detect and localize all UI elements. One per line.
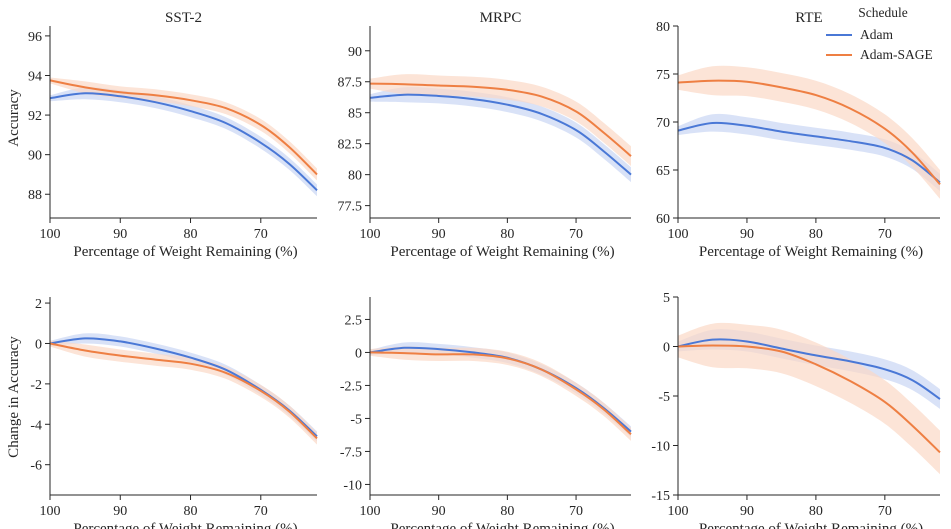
y-tick-label: 92 bbox=[28, 109, 42, 124]
panel-5: 100 90 80 70 -10 -7.5 -5 -2.5 0 2.5 Percentage of … bbox=[340, 297, 632, 529]
panel-title: MRPC bbox=[480, 10, 522, 26]
x-tick-label: 80 bbox=[184, 504, 198, 519]
legend-label-adam-sage: Adam-SAGE bbox=[860, 47, 933, 62]
panel-1: 100 90 80 70 88 90 92 94 96 Percentage of Weight … bbox=[28, 10, 318, 260]
x-tick-label: 100 bbox=[40, 227, 61, 242]
y-tick-label: 88 bbox=[28, 188, 42, 203]
x-tick-label: 100 bbox=[668, 504, 689, 519]
y-tick-label: 60 bbox=[656, 212, 670, 227]
x-tick-label: 70 bbox=[254, 227, 268, 242]
panel-4: 100 90 80 70 -6 -4 -2 0 2 Percentage of Weight Re… bbox=[30, 297, 318, 529]
x-tick-label: 90 bbox=[113, 227, 127, 242]
x-tick-label: 100 bbox=[40, 504, 61, 519]
y-tick-label: 65 bbox=[656, 164, 670, 179]
y-tick-label: 82.5 bbox=[338, 138, 363, 153]
x-tick-label: 80 bbox=[809, 227, 823, 242]
y-tick-label: -10 bbox=[343, 478, 362, 493]
x-tick-label: 80 bbox=[500, 227, 514, 242]
x-axis-label: Percentage of Weight Remaining (%) bbox=[73, 244, 297, 260]
x-tick-label: 100 bbox=[668, 227, 689, 242]
series-line-adam_sage bbox=[369, 82, 632, 157]
x-tick-label: 90 bbox=[740, 504, 754, 519]
panel-2: 100 90 80 70 77.5 80 82.5 85 87.5 90 Percentage of… bbox=[338, 10, 632, 260]
ci-band-adam bbox=[678, 113, 940, 192]
x-tick-label: 90 bbox=[740, 227, 754, 242]
x-tick-label: 80 bbox=[184, 227, 198, 242]
x-axis-label: Percentage of Weight Remaining (%) bbox=[699, 521, 923, 529]
y-tick-label: 85 bbox=[348, 107, 362, 122]
panel-6: 100 90 80 70 -15 -10 -5 0 5 Percentage of Weight … bbox=[651, 291, 941, 529]
y-tick-label: 0 bbox=[663, 341, 670, 356]
y-tick-label: 0 bbox=[355, 346, 362, 361]
panel-title: RTE bbox=[795, 10, 822, 26]
y-tick-label: 87.5 bbox=[338, 76, 363, 91]
y-tick-label: 90 bbox=[28, 149, 42, 164]
x-axis-label: Percentage of Weight Remaining (%) bbox=[390, 521, 614, 529]
legend-title: Schedule bbox=[858, 5, 908, 20]
x-tick-label: 70 bbox=[878, 227, 892, 242]
y-tick-label: 0 bbox=[35, 337, 42, 352]
y-tick-label: -7.5 bbox=[340, 445, 362, 460]
x-tick-label: 80 bbox=[809, 504, 823, 519]
y-tick-label: 80 bbox=[656, 20, 670, 35]
series-line-adam_sage bbox=[677, 344, 941, 454]
y-tick-label: 70 bbox=[656, 116, 670, 131]
y-tick-label: 5 bbox=[663, 291, 670, 306]
y-tick-label: 2.5 bbox=[345, 313, 363, 328]
y-tick-label: -2 bbox=[30, 378, 42, 393]
x-tick-label: 70 bbox=[878, 504, 892, 519]
y-tick-label: -6 bbox=[30, 459, 42, 474]
y-tick-label: 2 bbox=[35, 297, 42, 312]
x-tick-label: 100 bbox=[360, 227, 381, 242]
y-tick-label: 96 bbox=[28, 30, 42, 45]
x-tick-label: 100 bbox=[360, 504, 381, 519]
ci-band-adam_sage bbox=[370, 346, 631, 441]
panel-3: 100 90 80 70 60 65 70 75 80 Percentage of Weight … bbox=[656, 10, 941, 260]
x-tick-label: 90 bbox=[432, 227, 446, 242]
series-line-adam_sage bbox=[49, 342, 318, 440]
y-tick-label: -2.5 bbox=[340, 379, 362, 394]
x-axis-label: Percentage of Weight Remaining (%) bbox=[699, 244, 923, 260]
y-tick-label: 90 bbox=[348, 45, 362, 60]
y-tick-label: 94 bbox=[28, 69, 42, 84]
x-tick-label: 80 bbox=[500, 504, 514, 519]
series-line-adam_sage bbox=[49, 79, 318, 176]
x-axis-label: Percentage of Weight Remaining (%) bbox=[73, 521, 297, 529]
x-axis-label: Percentage of Weight Remaining (%) bbox=[390, 244, 614, 260]
ci-band-adam bbox=[370, 87, 631, 183]
series-line-adam bbox=[369, 93, 632, 176]
legend-label-adam: Adam bbox=[860, 27, 893, 42]
x-tick-label: 90 bbox=[113, 504, 127, 519]
y-axis-label-change: Change in Accuracy bbox=[6, 336, 22, 458]
y-tick-label: -5 bbox=[350, 412, 362, 427]
x-tick-label: 90 bbox=[432, 504, 446, 519]
series-line-adam bbox=[49, 92, 318, 192]
y-tick-label: -10 bbox=[651, 440, 670, 455]
series-line-adam_sage bbox=[369, 351, 632, 436]
panel-title: SST-2 bbox=[165, 10, 202, 26]
x-tick-label: 70 bbox=[254, 504, 268, 519]
series-line-adam bbox=[677, 121, 941, 184]
y-tick-label: -5 bbox=[658, 390, 670, 405]
y-tick-label: 80 bbox=[348, 169, 362, 184]
x-tick-label: 70 bbox=[569, 504, 583, 519]
y-tick-label: -15 bbox=[651, 489, 670, 504]
y-tick-label: 75 bbox=[656, 68, 670, 83]
y-tick-label: -4 bbox=[30, 418, 42, 433]
y-axis-label-accuracy: Accuracy bbox=[6, 89, 22, 147]
y-tick-label: 77.5 bbox=[338, 200, 363, 215]
ci-band-adam_sage bbox=[678, 322, 940, 475]
legend: Schedule Adam Adam-SAGE bbox=[826, 5, 933, 62]
ci-band-adam_sage bbox=[370, 74, 631, 166]
x-tick-label: 70 bbox=[569, 227, 583, 242]
series-line-adam bbox=[677, 338, 941, 400]
series-line-adam_sage bbox=[677, 79, 941, 186]
